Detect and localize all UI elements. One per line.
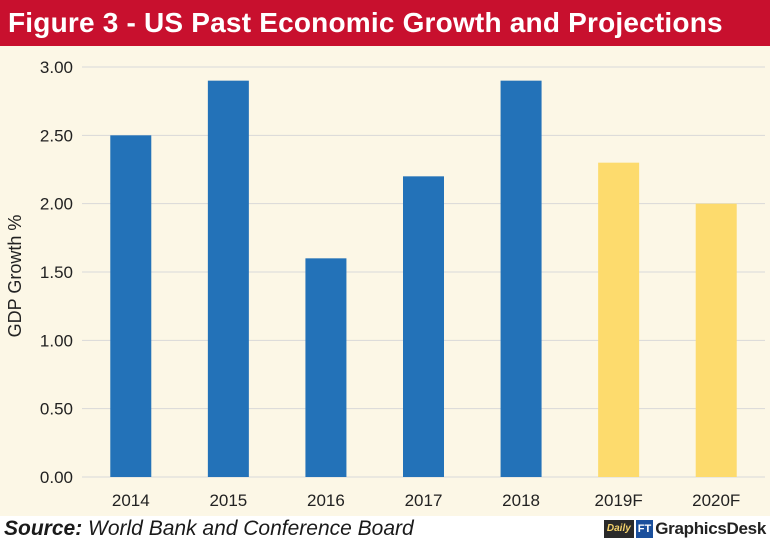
bar-2017 bbox=[403, 176, 444, 478]
x-tick-label: 2015 bbox=[209, 491, 247, 510]
x-tick-label: 2014 bbox=[112, 491, 150, 510]
source-text: World Bank and Conference Board bbox=[82, 517, 414, 540]
y-tick-label: 0.50 bbox=[40, 400, 73, 419]
y-tick-label: 2.00 bbox=[40, 195, 73, 214]
y-tick-labels: 0.00 0.50 1.00 1.50 2.00 2.50 3.00 bbox=[40, 58, 73, 487]
bar-2014 bbox=[110, 135, 152, 477]
source-note: Source: World Bank and Conference Board bbox=[4, 516, 414, 542]
graphics-desk-logo: Daily FT GraphicsDesk bbox=[603, 519, 766, 539]
y-axis-label: GDP Growth % bbox=[5, 215, 25, 338]
y-tick-label: 3.00 bbox=[40, 58, 73, 77]
bar-2016 bbox=[305, 258, 347, 477]
x-tick-label: 2016 bbox=[307, 491, 345, 510]
bar-2020f bbox=[695, 203, 737, 477]
logo-daily-badge: Daily bbox=[603, 520, 634, 538]
bar-2015 bbox=[207, 80, 249, 477]
x-tick-label: 2018 bbox=[502, 491, 540, 510]
x-tick-labels: 2014 2015 2016 2017 2018 2019F 2020F bbox=[112, 491, 740, 510]
x-tick-label: 2017 bbox=[405, 491, 443, 510]
y-tick-label: 2.50 bbox=[40, 126, 73, 145]
bar-chart: 0.000.501.001.502.002.503.00 2014 2015 201… bbox=[5, 58, 765, 510]
x-tick-label: 2019F bbox=[595, 491, 643, 510]
y-tick-label: 0.00 bbox=[40, 468, 73, 487]
bar-2018 bbox=[500, 80, 542, 477]
y-tick-label: 1.00 bbox=[40, 331, 73, 350]
logo-ft-badge: FT bbox=[635, 520, 654, 538]
x-tick-label: 2020F bbox=[692, 491, 740, 510]
footer: Source: World Bank and Conference Board … bbox=[0, 516, 770, 542]
source-label: Source: bbox=[4, 517, 83, 540]
bar-2019f bbox=[598, 162, 640, 477]
logo-desk-text: GraphicsDesk bbox=[655, 519, 766, 538]
bars bbox=[110, 80, 737, 478]
chart-title: Figure 3 - US Past Economic Growth and P… bbox=[0, 0, 770, 46]
y-tick-label: 1.50 bbox=[40, 263, 73, 282]
